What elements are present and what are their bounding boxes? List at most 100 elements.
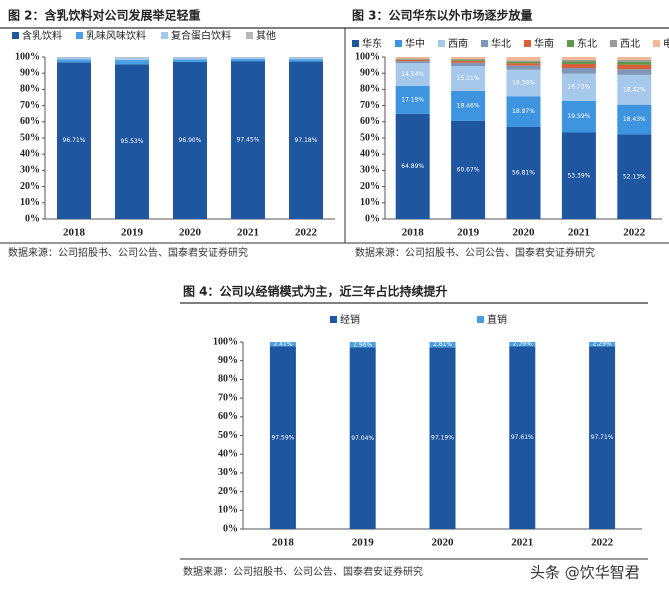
bar-segment	[231, 61, 265, 220]
data-label: 95.53%	[121, 138, 144, 145]
legend-swatch	[524, 40, 531, 47]
y-tick-label: 40%	[360, 148, 380, 159]
y-tick-label: 90%	[218, 355, 238, 366]
bar-segment	[429, 342, 456, 348]
x-tick-label: 2021	[511, 537, 533, 549]
bar-segment	[561, 67, 596, 74]
y-tick-label: 40%	[218, 448, 238, 459]
x-tick-label: 2021	[237, 227, 259, 239]
y-tick-label: 100%	[355, 51, 380, 62]
legend-label: 复合蛋白饮料	[171, 29, 231, 42]
bar-segment	[617, 69, 652, 75]
y-tick-label: 50%	[20, 132, 40, 143]
data-label: 52.13%	[623, 173, 646, 180]
bar-segment	[395, 58, 430, 60]
data-label: 2.29%	[593, 341, 612, 348]
data-label: 14.14%	[401, 71, 424, 78]
bar-segment	[349, 342, 376, 348]
y-tick-label: 80%	[20, 84, 40, 95]
legend-swatch	[477, 316, 484, 323]
data-label: 97.71%	[591, 434, 614, 441]
legend-label: 西北	[620, 38, 640, 50]
data-label: 18.97%	[512, 108, 535, 115]
bar-segment	[115, 57, 149, 61]
data-label: 2.39%	[513, 341, 532, 348]
data-label: 18.43%	[623, 116, 646, 123]
data-label: 97.45%	[237, 137, 260, 144]
x-tick-label: 2022	[295, 227, 318, 239]
bar-segment	[509, 342, 536, 347]
legend-swatch	[161, 32, 168, 39]
y-tick-label: 70%	[218, 392, 238, 403]
legend-swatch	[653, 40, 660, 47]
data-label: 96.90%	[179, 137, 202, 144]
source-note: 数据来源：公司招股书、公司公告、国泰君安证券研究	[183, 565, 423, 578]
legend-label: 华南	[534, 37, 554, 50]
bar-segment	[289, 59, 323, 62]
legend-swatch	[610, 40, 617, 47]
x-tick-label: 2022	[591, 537, 614, 549]
bar-segment	[451, 59, 486, 61]
chart-title: 图 4：公司以经销模式为主，近三年占比持续提升	[183, 284, 448, 299]
data-label: 97.61%	[511, 434, 534, 441]
legend-swatch	[567, 40, 574, 47]
bar-segment	[395, 59, 430, 62]
bar-segment	[561, 100, 596, 133]
bar-segment	[429, 347, 456, 529]
bar-segment	[506, 61, 541, 64]
x-tick-label: 2018	[402, 227, 425, 239]
y-tick-label: 90%	[360, 67, 380, 78]
y-tick-label: 50%	[218, 430, 238, 441]
y-tick-label: 0%	[223, 523, 238, 534]
bar-segment	[617, 61, 652, 65]
data-label: 56.81%	[512, 169, 535, 176]
bar-segment	[589, 346, 616, 529]
bar-segment	[395, 113, 430, 219]
y-tick-label: 50%	[360, 132, 380, 143]
bar-segment	[561, 61, 596, 64]
bar-segment	[451, 66, 486, 91]
bar-segment	[561, 63, 596, 68]
bar-segment	[561, 57, 596, 60]
y-tick-label: 100%	[15, 51, 40, 62]
bar-segment	[395, 57, 430, 59]
legend-label: 华东	[362, 37, 382, 50]
data-label: 97.59%	[271, 434, 294, 441]
bar-segment	[617, 74, 652, 105]
y-tick-label: 60%	[218, 411, 238, 422]
data-label: 16.38%	[512, 79, 535, 86]
legend-swatch	[352, 40, 359, 47]
bar-segment	[289, 57, 323, 60]
data-label: 53.39%	[567, 172, 590, 179]
bar-segment	[173, 57, 207, 60]
y-tick-label: 30%	[218, 467, 238, 478]
y-tick-label: 90%	[20, 67, 40, 78]
y-tick-label: 40%	[20, 148, 40, 159]
watermark: 头条 @饮华智君	[530, 564, 640, 582]
bar-segment	[506, 60, 541, 62]
bar-segment	[231, 57, 265, 60]
x-tick-label: 2018	[63, 227, 86, 239]
y-tick-label: 80%	[218, 374, 238, 385]
data-label: 96.71%	[63, 137, 86, 144]
bar-segment	[57, 59, 91, 63]
legend-swatch	[395, 40, 402, 47]
bar-segment	[349, 347, 376, 529]
bar-segment	[57, 62, 91, 219]
bar-segment	[617, 57, 652, 60]
legend-swatch	[330, 316, 337, 323]
bar-segment	[269, 346, 296, 529]
data-label: 18.42%	[623, 86, 646, 93]
legend-swatch	[76, 32, 83, 39]
legend-label: 经销	[340, 313, 360, 326]
bar-segment	[617, 64, 652, 70]
legend-label: 电子商务	[663, 37, 669, 50]
bar-segment	[506, 69, 541, 97]
data-label: 97.19%	[431, 435, 454, 442]
bar-segment	[617, 134, 652, 219]
bar-segment	[506, 126, 541, 219]
source-note: 数据来源：公司招股书、公司公告、国泰君安证券研究	[355, 246, 595, 259]
bar-segment	[395, 61, 430, 64]
bar-segment	[589, 342, 616, 347]
bar-segment	[115, 60, 149, 65]
